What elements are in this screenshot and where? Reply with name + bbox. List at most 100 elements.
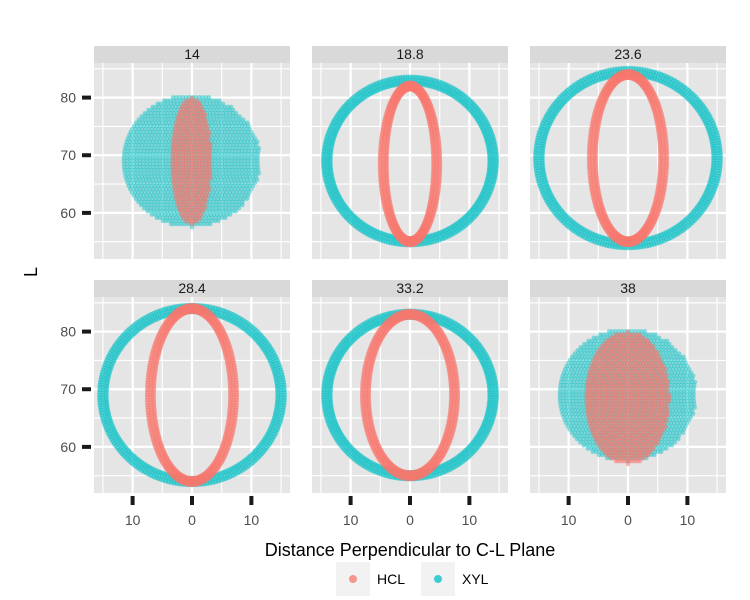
xyl-point [219,177,224,182]
xyl-point [210,215,215,220]
xyl-point [145,168,150,173]
xyl-point [151,202,157,208]
xyl-point [161,215,166,220]
xyl-point [158,199,164,205]
xyl-point [134,193,140,198]
xyl-point [139,190,144,195]
xyl-point [128,161,133,167]
xyl-point [129,174,135,179]
xyl-point [217,98,222,103]
xyl-point [170,215,176,220]
xyl-point [214,190,219,195]
xyl-point [236,193,241,198]
xyl-point [125,164,130,170]
legend-key-hcl-dot [349,575,357,583]
xyl-point [159,212,164,217]
xyl-point [219,164,225,170]
xyl-point [229,164,234,170]
legend-label-xyl: XYL [462,571,489,587]
xyl-point [216,193,221,198]
xyl-point [216,180,222,186]
xyl-point [223,171,229,176]
facet-strip-label: 14 [184,46,200,62]
xyl-point [165,171,170,176]
xyl-point [247,190,252,195]
xyl-point [241,196,246,201]
xyl-point [226,193,231,198]
xyl-point [229,193,234,198]
xyl-point [156,196,161,201]
xyl-point [213,202,219,208]
xyl-point [220,171,226,176]
xyl-point [171,202,176,208]
xyl-point [150,161,156,167]
xyl-point [227,183,233,189]
xyl-point [135,168,140,173]
xyl-point [161,168,166,173]
xyl-point [235,187,241,192]
xyl-point [213,168,219,173]
xyl-point [227,202,232,208]
xyl-point [157,164,163,170]
xyl-point [247,183,252,189]
y-tick-label: 80 [60,90,76,106]
xyl-point [213,215,218,220]
xyl-point [168,221,174,227]
xyl-point [222,161,228,167]
xyl-point [226,158,231,163]
xyl-point [209,193,215,198]
xyl-point [172,212,177,217]
xyl-point [152,190,157,195]
xyl-point [166,196,171,201]
xyl-point [242,164,248,170]
xyl-point [149,199,154,205]
xyl-point [155,190,161,195]
xyl-point [214,174,220,179]
xyl-point [154,161,159,167]
xyl-point [254,177,260,182]
xyl-point [246,180,251,186]
xyl-point [142,183,148,189]
xyl-point [250,174,256,179]
xyl-point [165,183,171,189]
xyl-point [137,158,143,163]
xyl-point [152,212,158,217]
xyl-point [211,212,217,217]
xyl-point [207,199,213,205]
xyl-point [216,218,221,224]
xyl-point [220,101,226,106]
xyl-point [148,202,154,208]
xyl-point [221,183,226,189]
xyl-point [198,221,203,227]
xyl-point [234,196,240,201]
y-tick-label: 70 [60,147,76,163]
xyl-point [145,199,151,205]
xyl-point [220,168,225,173]
xyl-point [152,209,157,214]
xyl-point [132,190,138,195]
xyl-point [138,202,144,208]
xyl-point [122,171,128,176]
xyl-point [149,190,154,195]
xyl-point [135,180,140,186]
xyl-point [147,193,153,198]
xyl-point [144,187,149,192]
xyl-point [157,193,163,198]
xyl-point [128,187,133,192]
xyl-point [125,171,131,176]
xyl-point [131,187,136,192]
xyl-point [159,190,164,195]
xyl-point [142,199,148,205]
xyl-point [229,180,235,186]
xyl-point [160,161,166,167]
xyl-point [230,209,235,214]
xyl-point [143,177,149,182]
xyl-point [210,202,216,208]
xyl-point [131,161,136,167]
xyl-point [144,164,150,170]
xyl-point [164,215,169,220]
xyl-point [168,199,174,205]
xyl-point [228,212,233,217]
xyl-point [135,171,141,176]
